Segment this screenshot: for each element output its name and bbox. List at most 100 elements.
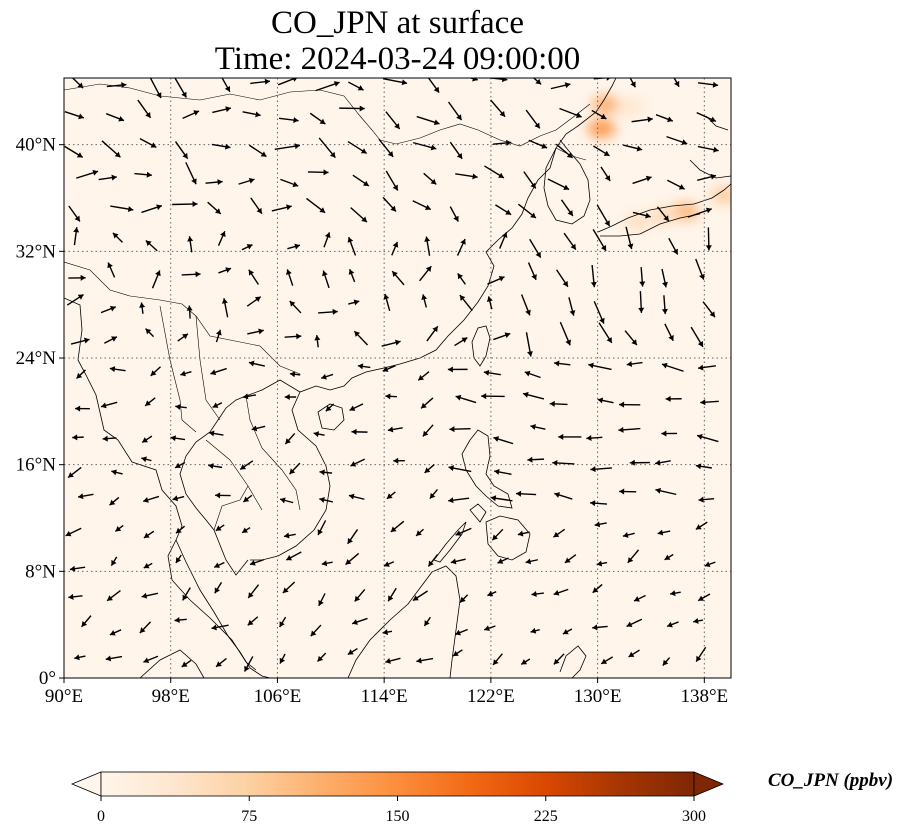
wind-arrow xyxy=(558,433,582,440)
wind-arrow xyxy=(323,232,331,248)
wind-arrow xyxy=(555,269,569,288)
wind-arrow xyxy=(215,657,227,668)
wind-arrow xyxy=(420,397,434,409)
wind-arrow xyxy=(241,244,253,251)
wind-arrow xyxy=(141,456,152,463)
wind-arrow xyxy=(64,145,84,158)
wind-arrow xyxy=(250,78,271,85)
wind-arrow xyxy=(77,493,94,500)
wind-arrow xyxy=(186,305,193,319)
wind-arrow xyxy=(563,232,577,251)
wind-arrow xyxy=(238,177,255,185)
wind-arrow xyxy=(499,232,508,249)
wind-arrow xyxy=(422,424,434,437)
wind-arrow xyxy=(211,143,231,150)
wind-arrow xyxy=(318,593,326,607)
wind-arrow xyxy=(550,82,571,90)
wind-arrow xyxy=(705,227,712,251)
wind-arrow xyxy=(98,174,117,181)
wind-arrow xyxy=(690,326,704,348)
wind-arrow xyxy=(348,268,356,283)
wind-arrow xyxy=(383,561,395,567)
wind-arrow xyxy=(553,588,569,596)
wind-arrow xyxy=(289,300,302,314)
wind-arrow xyxy=(249,559,264,566)
colorbar-label: CO_JPN (ppbv) xyxy=(768,770,894,791)
wind-arrow xyxy=(174,461,186,469)
wind-arrow xyxy=(309,112,326,125)
wind-arrow xyxy=(81,615,92,628)
wind-arrow xyxy=(661,362,684,372)
wind-arrow xyxy=(412,590,428,602)
wind-arrow xyxy=(704,561,716,568)
wind-arrow xyxy=(217,230,226,246)
wind-arrow xyxy=(661,430,678,437)
wind-arrow xyxy=(592,229,607,252)
wind-arrow xyxy=(532,78,542,85)
wind-arrow xyxy=(455,394,477,404)
wind-arrow xyxy=(592,145,610,157)
wind-arrow xyxy=(515,490,537,497)
wind-arrow xyxy=(413,141,437,151)
wind-arrow xyxy=(139,302,146,314)
wind-arrow xyxy=(618,426,641,433)
wind-arrow xyxy=(67,466,82,479)
wind-arrow xyxy=(243,656,254,672)
wind-arrow xyxy=(187,236,194,253)
wind-arrow xyxy=(174,78,187,98)
wind-arrow xyxy=(670,590,681,597)
wind-arrow xyxy=(66,293,84,306)
wind-arrow xyxy=(522,391,545,400)
borneo-coastline xyxy=(347,565,461,678)
wind-arrow xyxy=(590,265,597,288)
wind-arrow xyxy=(385,393,397,400)
wind-arrow xyxy=(487,590,497,597)
wind-arrow xyxy=(562,628,573,635)
wind-arrow xyxy=(593,301,605,324)
wind-arrow xyxy=(391,241,399,256)
wind-arrow xyxy=(348,81,364,91)
wind-arrow xyxy=(627,549,640,564)
wind-arrow xyxy=(181,659,192,668)
wind-arrow xyxy=(73,227,80,246)
wind-arrow xyxy=(700,399,719,406)
wind-arrow xyxy=(416,657,434,664)
wind-arrow xyxy=(697,173,717,181)
wind-arrow xyxy=(306,197,326,214)
wind-arrow xyxy=(596,204,611,227)
wind-arrow xyxy=(448,497,470,504)
wind-arrow xyxy=(76,169,99,179)
wind-arrow xyxy=(590,466,612,473)
wind-arrow xyxy=(657,529,671,536)
colorbar: 0 75 150 225 300 xyxy=(70,771,725,825)
wind-arrow xyxy=(600,166,611,182)
wind-arrow xyxy=(314,335,321,348)
wind-arrow xyxy=(141,204,163,214)
wind-arrow xyxy=(554,492,573,500)
wind-arrow xyxy=(280,178,299,188)
wind-arrow xyxy=(348,493,365,500)
wind-arrow xyxy=(493,436,514,445)
wind-arrow xyxy=(424,464,435,474)
wind-arrow xyxy=(385,657,401,664)
wind-arrow xyxy=(354,588,366,602)
wind-arrow xyxy=(423,172,437,185)
wind-arrow xyxy=(622,532,635,538)
lon-tick-label: 106°E xyxy=(254,686,302,707)
wind-arrow xyxy=(347,140,368,155)
wind-arrow xyxy=(667,179,685,190)
wind-arrow xyxy=(661,295,668,315)
lon-tick-label: 138°E xyxy=(680,686,728,707)
wind-arrow xyxy=(114,524,124,533)
wind-arrow xyxy=(182,110,200,119)
wind-arrow xyxy=(598,322,613,344)
wind-arrow xyxy=(626,618,643,628)
wind-arrow xyxy=(655,459,671,466)
wind-arrow xyxy=(215,524,225,532)
wind-arrow xyxy=(456,238,466,256)
wind-arrow xyxy=(421,294,428,308)
wind-arrow xyxy=(181,271,201,278)
wind-arrow xyxy=(107,262,116,278)
asia-coastline xyxy=(64,78,617,671)
wind-arrow xyxy=(213,561,225,569)
